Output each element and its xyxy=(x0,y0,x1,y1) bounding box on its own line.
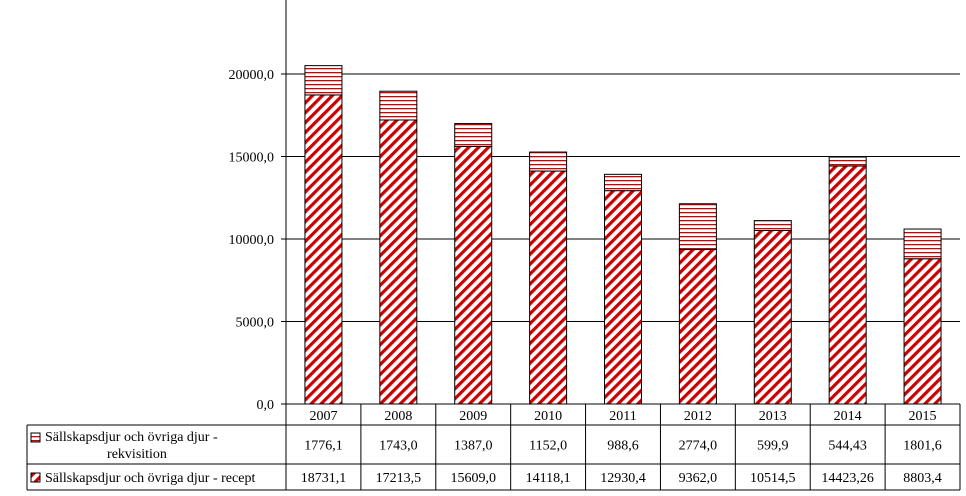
cell-recept: 10514,5 xyxy=(750,471,796,486)
bar-recept xyxy=(529,170,568,405)
bar-recept xyxy=(678,249,717,405)
bar-rekvisition xyxy=(903,228,942,260)
bars xyxy=(304,65,942,405)
bar-recept xyxy=(828,165,867,405)
x-category-label: 2010 xyxy=(534,409,562,424)
legend-label-rekvisition-line2: rekvisition xyxy=(107,447,167,462)
cell-rekvisition: 1776,1 xyxy=(304,439,343,454)
y-axis: 0,0 5000,0 10000,0 15000,0 20000,0 xyxy=(229,0,287,413)
bar-recept xyxy=(379,119,418,405)
y-tick-label: 0,0 xyxy=(257,398,275,413)
cell-rekvisition: 2774,0 xyxy=(679,439,718,454)
y-tick-label: 5000,0 xyxy=(236,316,275,331)
bar-recept xyxy=(604,190,642,405)
bar-rekvisition xyxy=(604,173,642,192)
bar-rekvisition xyxy=(678,203,717,251)
bar-rekvisition xyxy=(379,90,418,121)
cell-recept: 14118,1 xyxy=(526,471,571,486)
cell-recept: 9362,0 xyxy=(679,471,718,486)
cell-recept: 15609,0 xyxy=(450,471,496,486)
legend-swatch-rekvisition xyxy=(30,432,41,443)
bar-rekvisition xyxy=(454,123,493,147)
cell-rekvisition: 1743,0 xyxy=(379,439,418,454)
cell-recept: 8803,4 xyxy=(903,471,942,486)
cell-recept: 18731,1 xyxy=(301,471,347,486)
x-category-label: 2014 xyxy=(834,409,862,424)
y-tick-label: 10000,0 xyxy=(229,233,275,248)
x-category-label: 2013 xyxy=(759,409,787,424)
bar-rekvisition xyxy=(304,65,343,96)
cell-rekvisition: 599,9 xyxy=(757,439,789,454)
cell-recept: 12930,4 xyxy=(600,471,646,486)
bar-rekvisition xyxy=(529,151,568,172)
y-tick-label: 20000,0 xyxy=(229,68,275,83)
x-category-label: 2011 xyxy=(609,409,636,424)
bar-recept xyxy=(753,230,792,405)
cell-rekvisition: 1387,0 xyxy=(454,439,493,454)
bar-recept xyxy=(304,94,343,405)
legend-swatch-recept xyxy=(30,472,41,483)
x-category-label: 2012 xyxy=(684,409,712,424)
legend-label-recept: Sällskapsdjur och övriga djur - recept xyxy=(45,471,255,486)
bar-recept xyxy=(454,145,493,405)
cell-rekvisition: 544,43 xyxy=(828,439,867,454)
x-category-label: 2009 xyxy=(459,409,487,424)
cell-rekvisition: 988,6 xyxy=(607,439,639,454)
x-category-label: 2007 xyxy=(309,409,337,424)
cell-recept: 14423,26 xyxy=(821,471,874,486)
y-tick-label: 15000,0 xyxy=(229,151,275,166)
cell-recept: 17213,5 xyxy=(376,471,422,486)
bar-rekvisition xyxy=(828,156,867,167)
cell-rekvisition: 1152,0 xyxy=(529,439,567,454)
bar-recept xyxy=(903,258,942,405)
x-category-label: 2008 xyxy=(384,409,412,424)
legend-label-rekvisition: Sällskapsdjur och övriga djur - xyxy=(45,430,218,445)
cell-rekvisition: 1801,6 xyxy=(903,439,942,454)
x-category-label: 2015 xyxy=(909,409,937,424)
bar-rekvisition xyxy=(753,220,792,232)
data-table: 2007 2008 2009 2010 2011 2012 2013 2014 2015 Säll… xyxy=(26,403,961,491)
